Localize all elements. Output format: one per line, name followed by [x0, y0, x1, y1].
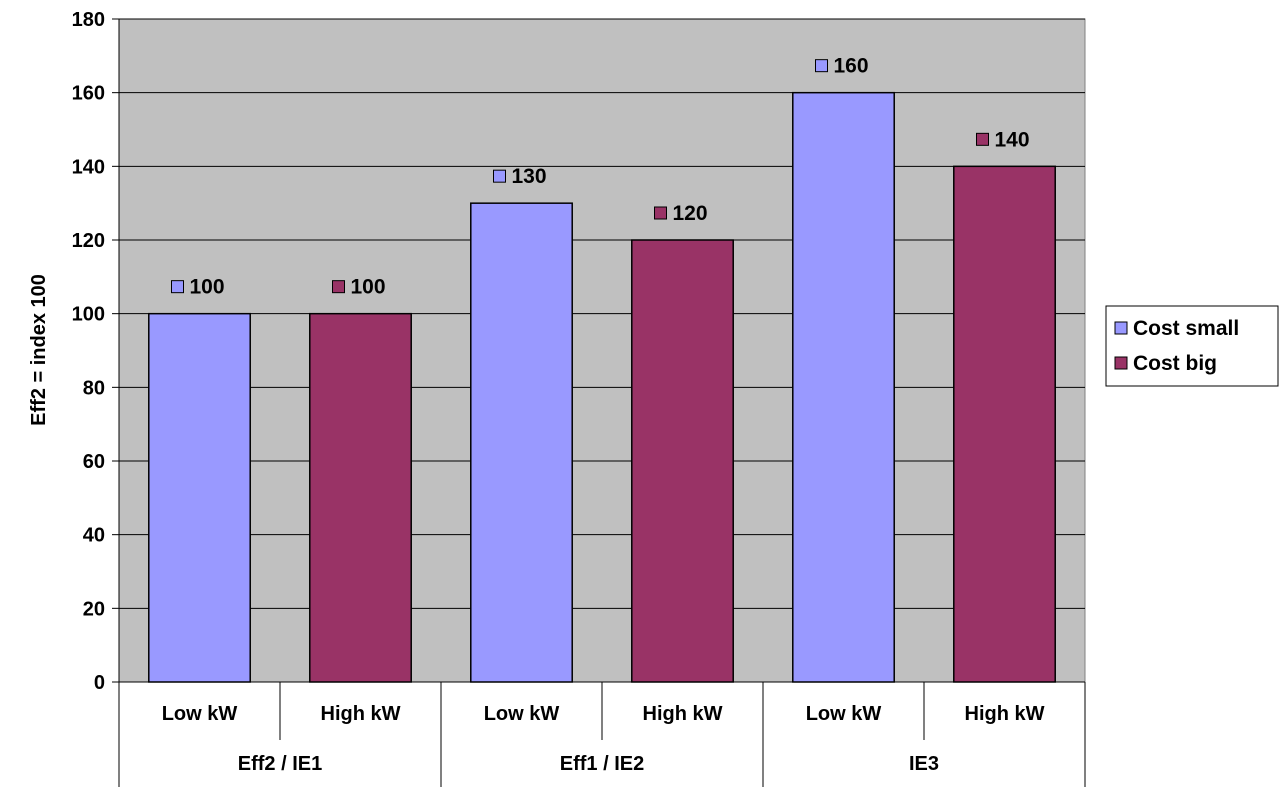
gridlines	[119, 18, 1085, 609]
y-tick-label: 180	[72, 9, 105, 31]
data-label-key	[493, 169, 506, 183]
bar-cost-small	[148, 312, 251, 683]
data-label-key	[332, 280, 345, 294]
bars	[148, 91, 1056, 683]
y-tick-label: 40	[83, 525, 105, 547]
bar-cost-big	[953, 165, 1056, 683]
y-tick-label: 160	[72, 83, 105, 105]
bar-cost-small	[470, 202, 573, 683]
y-tick-label: 120	[72, 230, 105, 252]
bar-cost-big	[631, 239, 734, 683]
y-tick-label: 60	[83, 451, 105, 473]
bar-cost-small	[792, 91, 895, 683]
x-category-label: High kW	[965, 703, 1045, 725]
legend-box	[1105, 305, 1279, 387]
y-tick-label: 20	[83, 598, 105, 620]
x-category-label: Low kW	[806, 703, 882, 725]
legend-swatch	[1114, 356, 1128, 370]
x-category-label: High kW	[321, 703, 401, 725]
y-tick-label: 140	[72, 156, 105, 178]
legend-swatch	[1114, 321, 1128, 335]
plot-area	[118, 18, 1086, 683]
data-label: 100	[190, 276, 225, 299]
data-labels: 100 130 160 100 120 140	[171, 55, 1030, 299]
data-label: 100	[351, 276, 386, 299]
data-label-key	[171, 280, 184, 294]
axes: 0 20 40 60 80 100 120 140 160 180 Low kW High kW Low…	[72, 9, 1086, 789]
y-axis-title: Eff2 = index 100	[28, 274, 50, 426]
x-group-label: IE3	[909, 753, 939, 775]
x-group-label: Eff1 / IE2	[560, 753, 644, 775]
bar-cost-big	[309, 312, 412, 683]
y-tick-label: 0	[94, 672, 105, 694]
y-tick-label: 100	[72, 304, 105, 326]
legend: Cost small Cost big	[1105, 305, 1279, 387]
data-label: 120	[673, 202, 708, 225]
data-label: 140	[995, 128, 1030, 151]
data-label-key	[654, 206, 667, 220]
data-label-key	[815, 59, 828, 73]
x-category-label: Low kW	[484, 703, 560, 725]
x-category-label: Low kW	[162, 703, 238, 725]
data-label-key	[976, 132, 989, 146]
legend-item-label: Cost small	[1133, 317, 1239, 340]
x-group-label: Eff2 / IE1	[238, 753, 322, 775]
data-label: 160	[834, 55, 869, 78]
x-category-label: High kW	[643, 703, 723, 725]
data-label: 130	[512, 165, 547, 188]
legend-item-label: Cost big	[1133, 352, 1217, 375]
y-tick-label: 80	[83, 377, 105, 399]
